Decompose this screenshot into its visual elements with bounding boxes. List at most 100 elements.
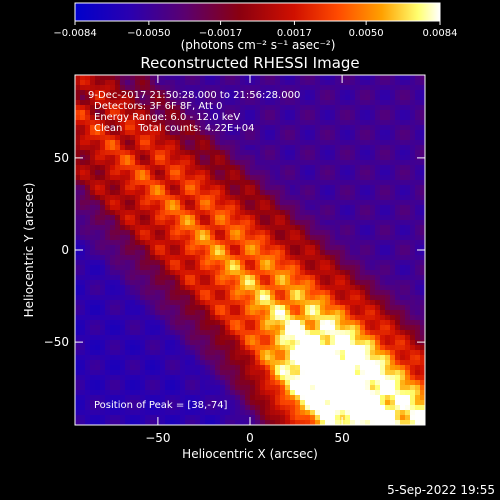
heatmap-cell: [160, 325, 166, 331]
heatmap-cell: [165, 370, 171, 376]
heatmap-cell: [375, 395, 381, 401]
heatmap-cell: [350, 95, 356, 101]
heatmap-cell: [105, 120, 111, 126]
heatmap-cell: [320, 295, 326, 301]
heatmap-cell: [310, 105, 316, 111]
heatmap-cell: [305, 180, 311, 186]
heatmap-cell: [305, 130, 311, 136]
heatmap-cell: [140, 145, 146, 151]
heatmap-cell: [355, 130, 361, 136]
heatmap-cell: [225, 215, 231, 221]
heatmap-cell: [85, 365, 91, 371]
heatmap-cell: [355, 260, 361, 266]
heatmap-cell: [215, 320, 221, 326]
heatmap-cell: [135, 390, 141, 396]
heatmap-cell: [280, 400, 286, 406]
heatmap-cell: [360, 220, 366, 226]
heatmap-cell: [205, 255, 211, 261]
heatmap-cell: [255, 205, 261, 211]
heatmap-cell: [210, 190, 216, 196]
heatmap-cell: [355, 270, 361, 276]
heatmap-cell: [275, 380, 281, 386]
heatmap-cell: [230, 80, 236, 86]
heatmap-cell: [155, 305, 161, 311]
heatmap-cell: [235, 380, 241, 386]
heatmap-cell: [180, 130, 186, 136]
heatmap-cell: [340, 95, 346, 101]
heatmap-cell: [290, 365, 296, 371]
heatmap-cell: [365, 330, 371, 336]
heatmap-cell: [110, 195, 116, 201]
heatmap-cell: [370, 85, 376, 91]
heatmap-cell: [105, 325, 111, 331]
heatmap-cell: [220, 210, 226, 216]
heatmap-cell: [390, 85, 396, 91]
heatmap-cell: [115, 290, 121, 296]
heatmap-cell: [240, 385, 246, 391]
heatmap-cell: [220, 80, 226, 86]
heatmap-cell: [415, 275, 421, 281]
heatmap-cell: [225, 280, 231, 286]
heatmap-cell: [95, 245, 101, 251]
heatmap-cell: [310, 120, 316, 126]
heatmap-cell: [190, 120, 196, 126]
heatmap-cell: [160, 215, 166, 221]
heatmap-cell: [115, 105, 121, 111]
heatmap-cell: [420, 290, 425, 296]
heatmap-cell: [110, 160, 116, 166]
heatmap-cell: [205, 315, 211, 321]
heatmap-cell: [355, 115, 361, 121]
heatmap-cell: [150, 250, 156, 256]
heatmap-cell: [135, 280, 141, 286]
heatmap-cell: [330, 125, 336, 131]
heatmap-cell: [215, 250, 221, 256]
heatmap-cell: [215, 175, 221, 181]
heatmap-cell: [150, 210, 156, 216]
heatmap-cell: [135, 405, 141, 411]
heatmap-cell: [215, 110, 221, 116]
heatmap-cell: [415, 300, 421, 306]
heatmap-cell: [180, 395, 186, 401]
heatmap-cell: [355, 400, 361, 406]
heatmap-cell: [115, 220, 121, 226]
heatmap-cell: [230, 350, 236, 356]
heatmap-cell: [275, 405, 281, 411]
heatmap-cell: [300, 95, 306, 101]
heatmap-cell: [385, 390, 391, 396]
heatmap-cell: [85, 410, 91, 416]
heatmap-cell: [125, 245, 131, 251]
heatmap-cell: [110, 420, 116, 425]
heatmap-cell: [295, 375, 301, 381]
heatmap-cell: [390, 200, 396, 206]
heatmap-cell: [360, 115, 366, 121]
heatmap-cell: [275, 415, 281, 421]
heatmap-cell: [100, 225, 106, 231]
heatmap-cell: [260, 360, 266, 366]
heatmap-cell: [205, 300, 211, 306]
heatmap-cell: [110, 270, 116, 276]
heatmap-cell: [245, 200, 251, 206]
heatmap-cell: [165, 305, 171, 311]
heatmap-cell: [340, 245, 346, 251]
heatmap-cell: [155, 300, 161, 306]
heatmap-cell: [195, 260, 201, 266]
heatmap-cell: [85, 175, 91, 181]
heatmap-cell: [255, 360, 261, 366]
heatmap-cell: [355, 75, 361, 81]
heatmap-cell: [95, 315, 101, 321]
heatmap-cell: [315, 85, 321, 91]
heatmap-cell: [95, 305, 101, 311]
heatmap-cell: [75, 195, 81, 201]
heatmap-cell: [245, 115, 251, 121]
heatmap-cell: [110, 290, 116, 296]
heatmap-cell: [75, 300, 81, 306]
heatmap-cell: [80, 180, 86, 186]
heatmap-cell: [130, 335, 136, 341]
heatmap-cell: [385, 105, 391, 111]
heatmap-cell: [405, 185, 411, 191]
heatmap-cell: [365, 290, 371, 296]
heatmap-cell: [375, 215, 381, 221]
heatmap-cell: [255, 390, 261, 396]
heatmap-cell: [95, 270, 101, 276]
heatmap-cell: [335, 170, 341, 176]
